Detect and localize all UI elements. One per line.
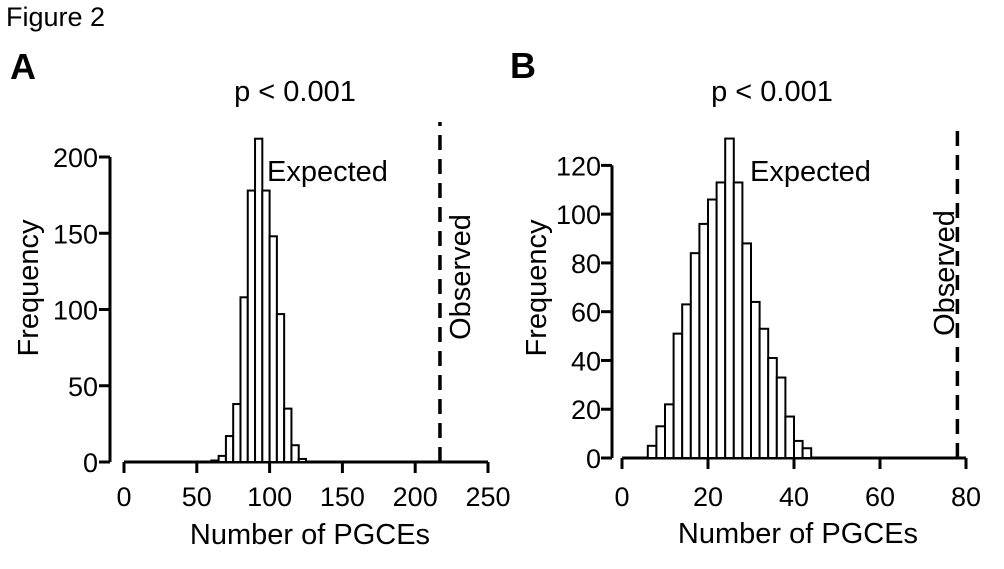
histogram-bar <box>750 300 761 460</box>
panel-label: A <box>10 46 36 87</box>
y-axis-label: Frequency <box>521 219 553 357</box>
x-tick-label: 0 <box>614 482 629 512</box>
histogram-bar <box>210 459 220 464</box>
histogram-bar <box>297 457 308 464</box>
y-tick-label: 100 <box>53 296 98 326</box>
y-tick-label: 100 <box>556 200 601 230</box>
histogram-bar <box>801 447 813 460</box>
y-tick-label: 50 <box>68 372 98 402</box>
figure-title: Figure 2 <box>6 2 106 32</box>
panel-label: B <box>510 45 536 86</box>
y-axis-label: Frequency <box>13 219 45 357</box>
p-value-annotation: p < 0.001 <box>711 76 833 108</box>
histogram-bar <box>724 137 735 460</box>
observed-label: Observed <box>445 214 477 340</box>
x-tick-label: 150 <box>320 482 365 512</box>
histogram-bar <box>664 403 675 460</box>
histogram-bar <box>793 439 804 459</box>
histogram-bar <box>715 181 727 459</box>
chart-panel-a: Ap < 0.001 0 50 100 150 200 0 50 100 150 200 250 Num… <box>10 46 511 551</box>
x-tick-label: 80 <box>951 482 981 512</box>
y-tick-label: 40 <box>571 346 601 376</box>
histogram-bar <box>698 222 710 459</box>
histogram-bar <box>767 357 778 459</box>
observed-label: Observed <box>929 210 961 336</box>
x-axis-label: Number of PGCEs <box>190 519 430 551</box>
histogram-bar <box>784 415 796 459</box>
x-tick-label: 20 <box>693 482 723 512</box>
histogram-bar <box>246 189 257 464</box>
histogram-bar <box>775 376 787 459</box>
x-tick-label: 50 <box>182 482 212 512</box>
histogram-bar <box>254 137 264 463</box>
histogram-bar <box>655 425 667 459</box>
histogram-bar <box>232 403 242 463</box>
chart-panel-b: Bp < 0.001 0 20 40 60 80 100 120 0 20 40 60 80 Number… <box>510 45 981 550</box>
histogram-bar <box>261 189 271 464</box>
histogram-bar <box>283 407 293 463</box>
histogram-bar <box>268 235 278 463</box>
x-tick-label: 60 <box>865 482 895 512</box>
histogram-bar <box>741 242 753 459</box>
x-tick-label: 250 <box>465 482 510 512</box>
expected-label: Expected <box>750 156 871 188</box>
x-tick-label: 100 <box>247 482 292 512</box>
y-tick-label: 0 <box>586 444 601 474</box>
y-tick-label: 20 <box>571 395 601 425</box>
histogram-bar <box>290 444 300 464</box>
histogram-bar <box>681 303 692 459</box>
x-tick-label: 40 <box>779 482 809 512</box>
histogram-bar <box>646 444 658 459</box>
x-tick-label: 200 <box>393 482 438 512</box>
y-tick-label: 150 <box>53 219 98 249</box>
x-axis-label: Number of PGCEs <box>678 518 918 550</box>
y-tick-label: 200 <box>53 143 98 173</box>
p-value-annotation: p < 0.001 <box>234 76 356 108</box>
histogram-bar <box>707 198 718 459</box>
histogram-bar <box>732 181 744 459</box>
histogram-bar <box>217 454 227 463</box>
y-tick-label: 0 <box>83 448 98 478</box>
histogram-bar <box>224 435 235 464</box>
expected-label: Expected <box>267 156 388 188</box>
y-tick-label: 60 <box>571 298 601 328</box>
y-tick-label: 80 <box>571 249 601 279</box>
histogram-bar <box>275 313 286 464</box>
histogram-bar <box>672 332 684 459</box>
histogram-bar <box>239 296 249 463</box>
histogram-bar <box>689 252 701 459</box>
y-tick-label: 120 <box>556 151 601 181</box>
histogram-bar <box>758 327 770 459</box>
x-tick-label: 0 <box>116 482 131 512</box>
